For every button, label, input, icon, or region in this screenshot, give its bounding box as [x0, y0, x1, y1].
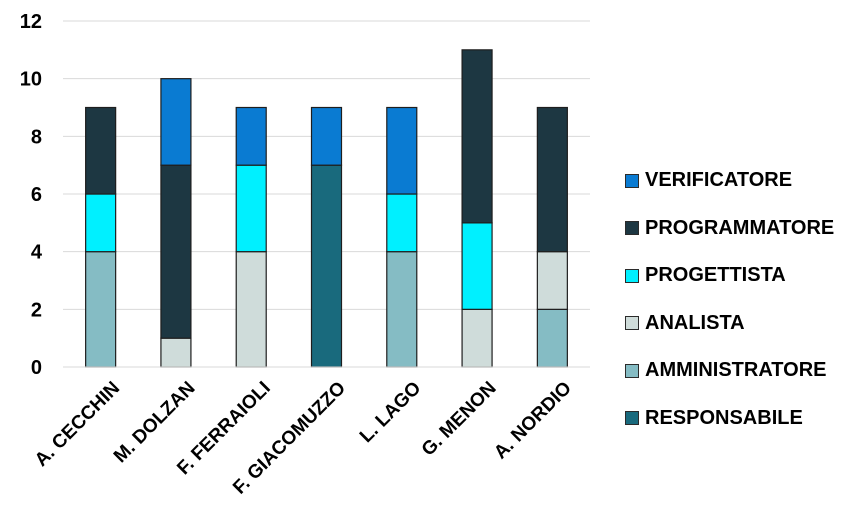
legend-swatch: [625, 411, 639, 425]
legend-label: RESPONSABILE: [645, 406, 803, 429]
bar-segment: [85, 193, 117, 253]
bar-segment: [235, 164, 267, 253]
legend-label: PROGETTISTA: [645, 264, 786, 286]
x-category-label: L. LAGO: [356, 378, 425, 447]
legend-label: ANALISTA: [645, 311, 745, 334]
bar-segment: [85, 106, 117, 195]
x-category-label: A. NORDIO: [490, 378, 576, 464]
bar-segment: [85, 251, 117, 368]
legend-item: AMMINISTRATORE: [625, 358, 834, 383]
legend-item: PROGRAMMATORE: [625, 216, 834, 241]
legend-label: PROGRAMMATORE: [645, 216, 835, 239]
bar-segment: [536, 308, 568, 368]
y-axis-ticks: 0 2 4 6 8 10 12: [20, 11, 43, 379]
legend-item: VERIFICATORE: [625, 168, 834, 193]
bar-segment: [386, 193, 418, 253]
bar-segment: [235, 251, 267, 368]
bar-segment: [386, 106, 418, 195]
bar-segment: [536, 106, 568, 253]
bar-segment: [536, 251, 568, 310]
bar-segment: [386, 251, 418, 368]
bar-segment: [461, 222, 493, 310]
y-tick-label: 12: [20, 11, 42, 33]
bars: [85, 49, 568, 368]
bar-segment: [310, 106, 343, 166]
y-tick-label: 6: [31, 184, 42, 206]
x-category-label: A. CECCHIN: [31, 378, 124, 471]
y-tick-label: 4: [31, 242, 43, 264]
x-category-label: G. MENON: [418, 378, 501, 461]
legend-swatch: [625, 363, 639, 378]
y-tick-label: 10: [20, 69, 42, 91]
bar-segment: [160, 164, 192, 339]
bar-segment: [461, 308, 493, 368]
bar-segment: [235, 106, 267, 166]
legend: VERIFICATORE PROGRAMMATORE PROGETTISTA A…: [625, 168, 834, 453]
legend-item: PROGETTISTA: [625, 263, 834, 288]
bar-segment: [160, 337, 192, 368]
bar-segment: [160, 78, 192, 166]
legend-label: AMMINISTRATORE: [645, 359, 827, 381]
y-tick-label: 2: [31, 299, 42, 321]
legend-item: RESPONSABILE: [625, 406, 834, 431]
bar-segment: [461, 49, 493, 224]
bar-segment: [310, 164, 343, 368]
legend-swatch: [625, 316, 639, 330]
legend-swatch: [625, 173, 639, 188]
legend-swatch: [625, 221, 639, 235]
legend-label: VERIFICATORE: [645, 169, 793, 191]
legend-swatch: [625, 268, 639, 283]
y-tick-label: 0: [31, 357, 42, 379]
y-tick-label: 8: [31, 126, 42, 148]
legend-item: ANALISTA: [625, 311, 834, 336]
